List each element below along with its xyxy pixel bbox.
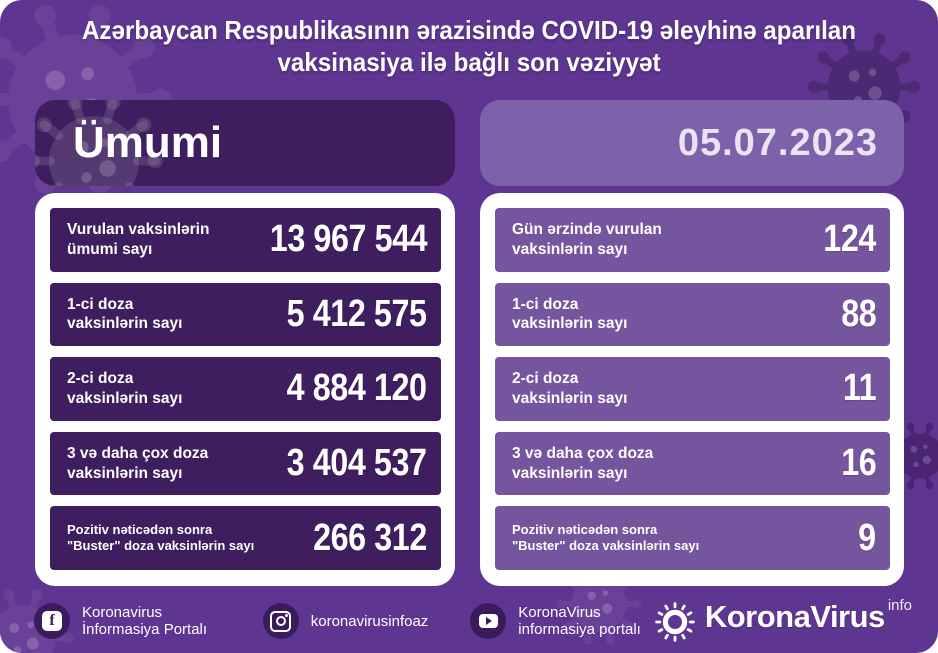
stat-value: 16: [840, 442, 877, 485]
page-title-line1: Azərbaycan Respublikasının ərazisində CO…: [81, 15, 857, 45]
stat-label: Gün ərzində vurulan vaksinlərin sayı: [512, 220, 662, 258]
instagram-label: koronavirusinfoaz: [310, 612, 429, 630]
koronavirus-info-logo: KoronaVirus info: [655, 597, 912, 642]
stat-row-third-dose-daily: 3 və daha çox doza vaksinlərin sayı 16: [495, 431, 890, 496]
stat-value: 13 967 544: [269, 218, 428, 261]
stat-row-second-dose-total: 2-ci doza vaksinlərin sayı 4 884 120: [50, 357, 441, 421]
stat-row-third-dose-total: 3 və daha çox doza vaksinlərin sayı 3 40…: [50, 431, 441, 496]
stat-row-first-dose-total: 1-ci doza vaksinlərin sayı 5 412 575: [50, 282, 441, 347]
daily-section: 05.07.2023 Gün ərzində vurulan vaksinlər…: [480, 100, 904, 586]
page-title: Azərbaycan Respublikasının ərazisində CO…: [33, 15, 905, 78]
facebook-link[interactable]: f Koronavirus İnformasiya Portalı: [34, 603, 219, 639]
stat-label: Pozitiv nəticədən sonra "Buster" doza va…: [512, 521, 700, 554]
instagram-icon: [262, 603, 299, 639]
stat-row-booster-daily: Pozitiv nəticədən sonra "Buster" doza va…: [495, 506, 890, 570]
stat-label: 3 və daha çox doza vaksinlərin sayı: [67, 444, 209, 482]
facebook-label: Koronavirus İnformasiya Portalı: [82, 604, 208, 638]
stat-value: 9: [858, 516, 876, 559]
stat-value: 11: [842, 367, 877, 410]
daily-section-header: 05.07.2023: [480, 100, 904, 186]
stat-value: 88: [840, 292, 877, 335]
stat-row-second-dose-daily: 2-ci doza vaksinlərin sayı 11: [495, 357, 890, 421]
stat-value: 5 412 575: [287, 292, 427, 335]
stat-label: 2-ci doza vaksinlərin sayı: [67, 370, 183, 407]
daily-panel: Gün ərzində vurulan vaksinlərin sayı 124…: [480, 193, 904, 586]
totals-panel: Vurulan vaksinlərin ümumi sayı 13 967 54…: [35, 193, 455, 586]
stat-label: 3 və daha çox doza vaksinlərin sayı: [512, 444, 654, 482]
youtube-label: KoronaVirus informasiya portalı: [518, 604, 641, 638]
stat-label: 1-ci doza vaksinlərin sayı: [512, 295, 628, 333]
stat-label: 2-ci doza vaksinlərin sayı: [512, 370, 628, 407]
totals-section-title: Ümumi: [73, 118, 223, 167]
stat-label: 1-ci doza vaksinlərin sayı: [67, 295, 183, 333]
stat-value: 4 884 120: [287, 367, 427, 410]
stat-label: Pozitiv nəticədən sonra "Buster" doza va…: [67, 521, 255, 554]
footer: f Koronavirus İnformasiya Portalı korona…: [34, 597, 912, 644]
virus-icon: [655, 602, 695, 642]
stat-value: 124: [823, 218, 876, 261]
report-date: 05.07.2023: [677, 121, 878, 164]
instagram-link[interactable]: koronavirusinfoaz: [262, 603, 429, 639]
stat-row-first-dose-daily: 1-ci doza vaksinlərin sayı 88: [495, 282, 890, 347]
stat-value: 266 312: [313, 516, 427, 559]
brand-name: KoronaVirus: [704, 598, 885, 634]
stat-row-total-vaccines: Vurulan vaksinlərin ümumi sayı 13 967 54…: [50, 208, 441, 272]
youtube-link[interactable]: KoronaVirus informasiya portalı: [470, 603, 655, 639]
totals-section: Ümumi Vurulan vaksinlərin ümumi sayı 13 …: [35, 100, 455, 586]
totals-section-header: Ümumi: [35, 100, 455, 186]
stat-value: 3 404 537: [287, 442, 427, 485]
stat-label: Vurulan vaksinlərin ümumi sayı: [67, 220, 210, 258]
stat-row-daily-vaccines: Gün ərzində vurulan vaksinlərin sayı 124: [495, 208, 890, 272]
facebook-icon: f: [34, 603, 70, 639]
stat-row-booster-total: Pozitiv nəticədən sonra "Buster" doza va…: [50, 506, 441, 570]
brand-superscript: info: [887, 596, 912, 614]
youtube-icon: [470, 603, 507, 639]
page-title-line2: vaksinasiya ilə bağlı son vəziyyət: [277, 46, 661, 77]
